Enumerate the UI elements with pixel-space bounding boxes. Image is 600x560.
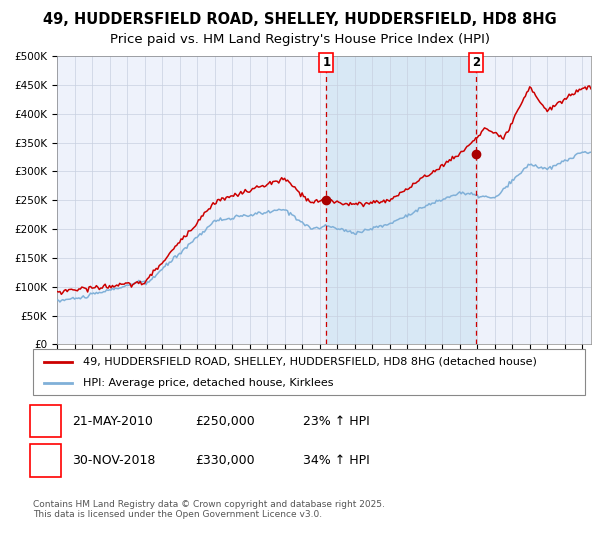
Bar xyxy=(326,56,476,344)
Text: £330,000: £330,000 xyxy=(195,454,254,467)
Text: 30-NOV-2018: 30-NOV-2018 xyxy=(72,454,155,467)
Text: 2: 2 xyxy=(41,454,50,467)
Text: 21-MAY-2010: 21-MAY-2010 xyxy=(72,414,153,428)
Text: £250,000: £250,000 xyxy=(195,414,255,428)
Text: Contains HM Land Registry data © Crown copyright and database right 2025.
This d: Contains HM Land Registry data © Crown c… xyxy=(33,500,385,519)
Text: 1: 1 xyxy=(41,414,50,428)
Text: 34% ↑ HPI: 34% ↑ HPI xyxy=(303,454,370,467)
Text: 49, HUDDERSFIELD ROAD, SHELLEY, HUDDERSFIELD, HD8 8HG: 49, HUDDERSFIELD ROAD, SHELLEY, HUDDERSF… xyxy=(43,12,557,27)
Text: 23% ↑ HPI: 23% ↑ HPI xyxy=(303,414,370,428)
Text: 1: 1 xyxy=(322,56,331,69)
Text: 2: 2 xyxy=(472,56,480,69)
Text: Price paid vs. HM Land Registry's House Price Index (HPI): Price paid vs. HM Land Registry's House … xyxy=(110,32,490,46)
Text: HPI: Average price, detached house, Kirklees: HPI: Average price, detached house, Kirk… xyxy=(83,378,333,388)
Text: 49, HUDDERSFIELD ROAD, SHELLEY, HUDDERSFIELD, HD8 8HG (detached house): 49, HUDDERSFIELD ROAD, SHELLEY, HUDDERSF… xyxy=(83,357,536,367)
FancyBboxPatch shape xyxy=(33,349,585,395)
